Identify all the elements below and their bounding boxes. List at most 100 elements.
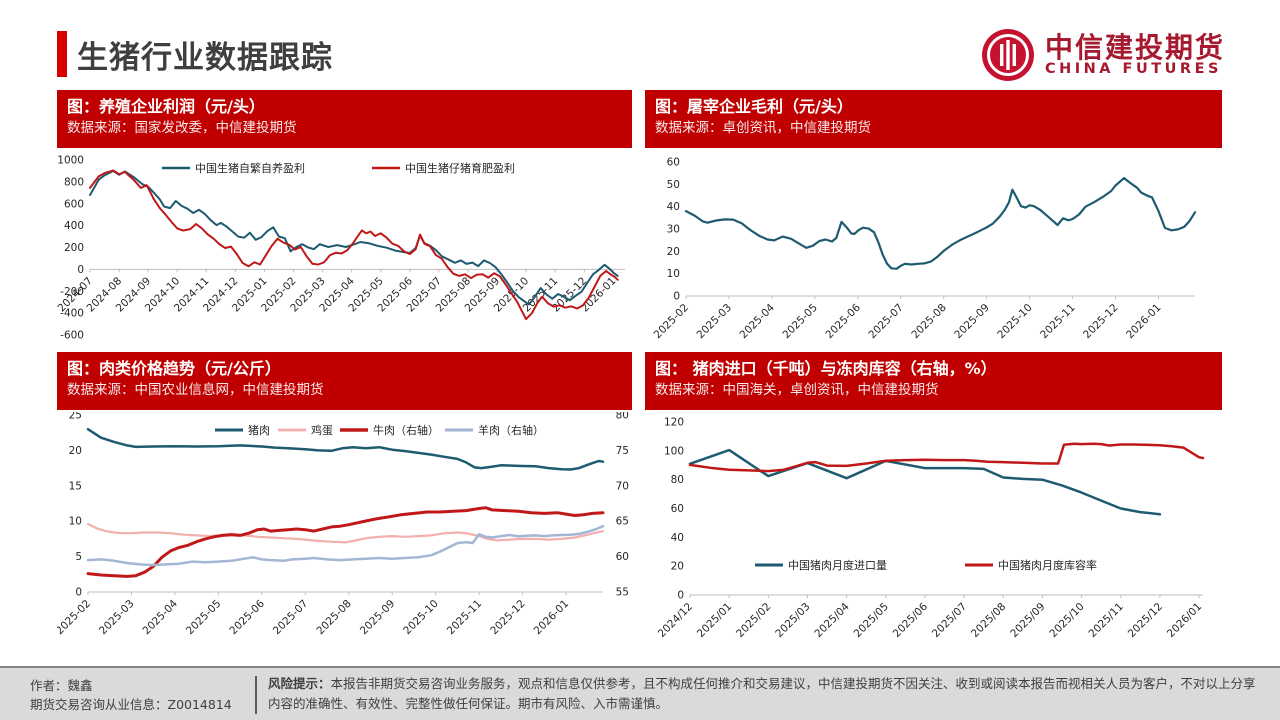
svg-text:2025-04: 2025-04 (738, 301, 778, 341)
svg-text:2025/12: 2025/12 (1126, 601, 1165, 640)
svg-text:50: 50 (667, 179, 680, 191)
svg-text:-600: -600 (60, 330, 84, 342)
panel-header-meat-prices: 图：肉类价格趋势（元/公斤） 数据来源：中国农业信息网，中信建投期货 (57, 352, 632, 410)
svg-text:2025/02: 2025/02 (734, 601, 773, 640)
svg-text:2025/04: 2025/04 (812, 600, 852, 640)
risk-disclaimer: 风险提示：本报告非期货交易咨询业务服务，观点和信息仅供参考，且不构成任何推介和交… (268, 674, 1268, 714)
risk-text: 本报告非期货交易咨询业务服务，观点和信息仅供参考，且不构成任何推介和交易建议，中… (268, 676, 1256, 711)
footer: 作者：魏鑫 期货交易咨询从业信息：Z0014814 风险提示：本报告非期货交易咨… (0, 666, 1280, 720)
svg-text:中国生猪仔猪育肥盈利: 中国生猪仔猪育肥盈利 (405, 161, 515, 175)
svg-text:40: 40 (671, 532, 684, 544)
svg-text:2025-02: 2025-02 (57, 598, 93, 638)
svg-text:猪肉: 猪肉 (248, 424, 270, 437)
author-block: 作者：魏鑫 期货交易咨询从业信息：Z0014814 (30, 676, 232, 715)
svg-text:1000: 1000 (57, 155, 84, 167)
svg-text:10: 10 (667, 268, 680, 280)
svg-text:5: 5 (75, 551, 82, 563)
svg-text:100: 100 (664, 445, 684, 457)
svg-text:40: 40 (667, 201, 680, 213)
logo-cn: 中信建投期货 (1044, 30, 1225, 64)
svg-text:2025/10: 2025/10 (1047, 601, 1086, 640)
svg-text:2025-05: 2025-05 (780, 302, 820, 342)
chart-title: 图：屠宰企业毛利（元/头） (655, 97, 853, 116)
svg-text:-400: -400 (60, 308, 84, 320)
svg-text:55: 55 (616, 587, 629, 599)
svg-text:中国生猪自繁自养盈利: 中国生猪自繁自养盈利 (195, 161, 305, 175)
titlebar: 生猪行业数据跟踪 (57, 30, 333, 78)
svg-text:2025/11: 2025/11 (1087, 601, 1126, 640)
svg-text:60: 60 (671, 503, 684, 515)
svg-text:120: 120 (664, 417, 684, 429)
svg-text:2025/01: 2025/01 (695, 601, 734, 640)
svg-text:-200: -200 (60, 286, 84, 298)
svg-text:2025-03: 2025-03 (695, 302, 735, 342)
footer-divider (255, 676, 257, 714)
chart-title: 图：肉类价格趋势（元/公斤） (67, 359, 281, 378)
svg-text:牛肉（右轴）: 牛肉（右轴） (373, 423, 439, 437)
svg-text:15: 15 (69, 480, 82, 492)
svg-text:600: 600 (64, 198, 84, 210)
svg-text:2025-08: 2025-08 (314, 598, 354, 638)
svg-text:2026/01: 2026/01 (1165, 601, 1204, 640)
svg-text:2026-01: 2026-01 (532, 598, 572, 638)
svg-text:2025-03: 2025-03 (97, 598, 137, 638)
svg-text:2025-08: 2025-08 (909, 302, 949, 342)
svg-text:2025/09: 2025/09 (1008, 601, 1047, 640)
svg-text:羊肉（右轴）: 羊肉（右轴） (478, 423, 544, 437)
svg-text:2025-07: 2025-07 (271, 598, 311, 638)
logo-text: 中信建投期货 CHINA FUTURES (1044, 30, 1225, 78)
svg-text:60: 60 (667, 157, 680, 169)
panel-header-pork-imports: 图： 猪肉进口（千吨）与冻肉库容（右轴，%） 数据来源：中国海关，卓创资讯，中信… (645, 352, 1222, 410)
svg-text:2025-06: 2025-06 (227, 597, 267, 637)
svg-text:65: 65 (616, 516, 629, 528)
svg-text:2025-04: 2025-04 (141, 597, 181, 637)
svg-text:70: 70 (616, 480, 629, 492)
svg-text:2025-07: 2025-07 (866, 302, 906, 342)
svg-text:中国猪肉月度库容率: 中国猪肉月度库容率 (998, 558, 1097, 572)
svg-text:2025/07: 2025/07 (930, 601, 969, 640)
svg-text:2025/03: 2025/03 (773, 601, 812, 640)
page-title: 生猪行业数据跟踪 (77, 39, 333, 76)
svg-text:80: 80 (671, 474, 684, 486)
svg-text:2025-09: 2025-09 (358, 598, 398, 638)
svg-text:2025-11: 2025-11 (1038, 302, 1078, 342)
svg-text:400: 400 (64, 220, 84, 232)
company-logo: 中信建投期货 CHINA FUTURES (981, 28, 1225, 82)
pork-imports-chart: 12010080604020025201510502024/122025/012… (656, 417, 1205, 640)
svg-text:2025/08: 2025/08 (969, 601, 1008, 640)
panel-header-slaughter-margin: 图：屠宰企业毛利（元/头） 数据来源：卓创资讯，中信建投期货 (645, 90, 1222, 148)
svg-text:0: 0 (677, 590, 684, 602)
cfc-logo-icon (981, 29, 1034, 81)
farming-profit-chart: 10008006004002000-200-400-6002024-072024… (57, 155, 625, 342)
svg-text:2025-10: 2025-10 (401, 598, 441, 638)
chart-source: 数据来源：中国海关，卓创资讯，中信建投期货 (655, 382, 939, 398)
svg-text:中国猪肉月度进口量: 中国猪肉月度进口量 (788, 558, 887, 572)
svg-text:2025-05: 2025-05 (184, 598, 224, 638)
chart-title: 图：养殖企业利润（元/头） (67, 97, 265, 116)
svg-text:20: 20 (69, 445, 82, 457)
svg-text:200: 200 (64, 242, 84, 254)
svg-text:2025-09: 2025-09 (952, 302, 992, 342)
chart-source: 数据来源：卓创资讯，中信建投期货 (655, 120, 871, 136)
svg-text:80: 80 (616, 412, 629, 422)
svg-text:2024/12: 2024/12 (656, 601, 695, 640)
svg-text:2026-01: 2026-01 (1124, 302, 1164, 342)
svg-text:800: 800 (64, 176, 84, 188)
chart-source: 数据来源：国家发改委，中信建投期货 (67, 120, 297, 136)
license-line: 期货交易咨询从业信息：Z0014814 (30, 697, 232, 713)
svg-text:2025-02: 2025-02 (652, 302, 692, 342)
svg-text:20: 20 (667, 246, 680, 258)
svg-text:75: 75 (616, 445, 629, 457)
svg-text:0: 0 (673, 291, 680, 303)
svg-text:25: 25 (69, 412, 82, 422)
svg-text:2025/06: 2025/06 (891, 600, 931, 640)
risk-label: 风险提示： (268, 676, 331, 691)
svg-text:0: 0 (77, 264, 84, 276)
author-line: 作者：魏鑫 (30, 678, 93, 693)
chart-title: 图： 猪肉进口（千吨）与冻肉库容（右轴，%） (655, 359, 997, 378)
svg-text:10: 10 (69, 516, 82, 528)
logo-en: CHINA FUTURES (1044, 61, 1222, 78)
svg-text:2025-12: 2025-12 (488, 598, 528, 638)
